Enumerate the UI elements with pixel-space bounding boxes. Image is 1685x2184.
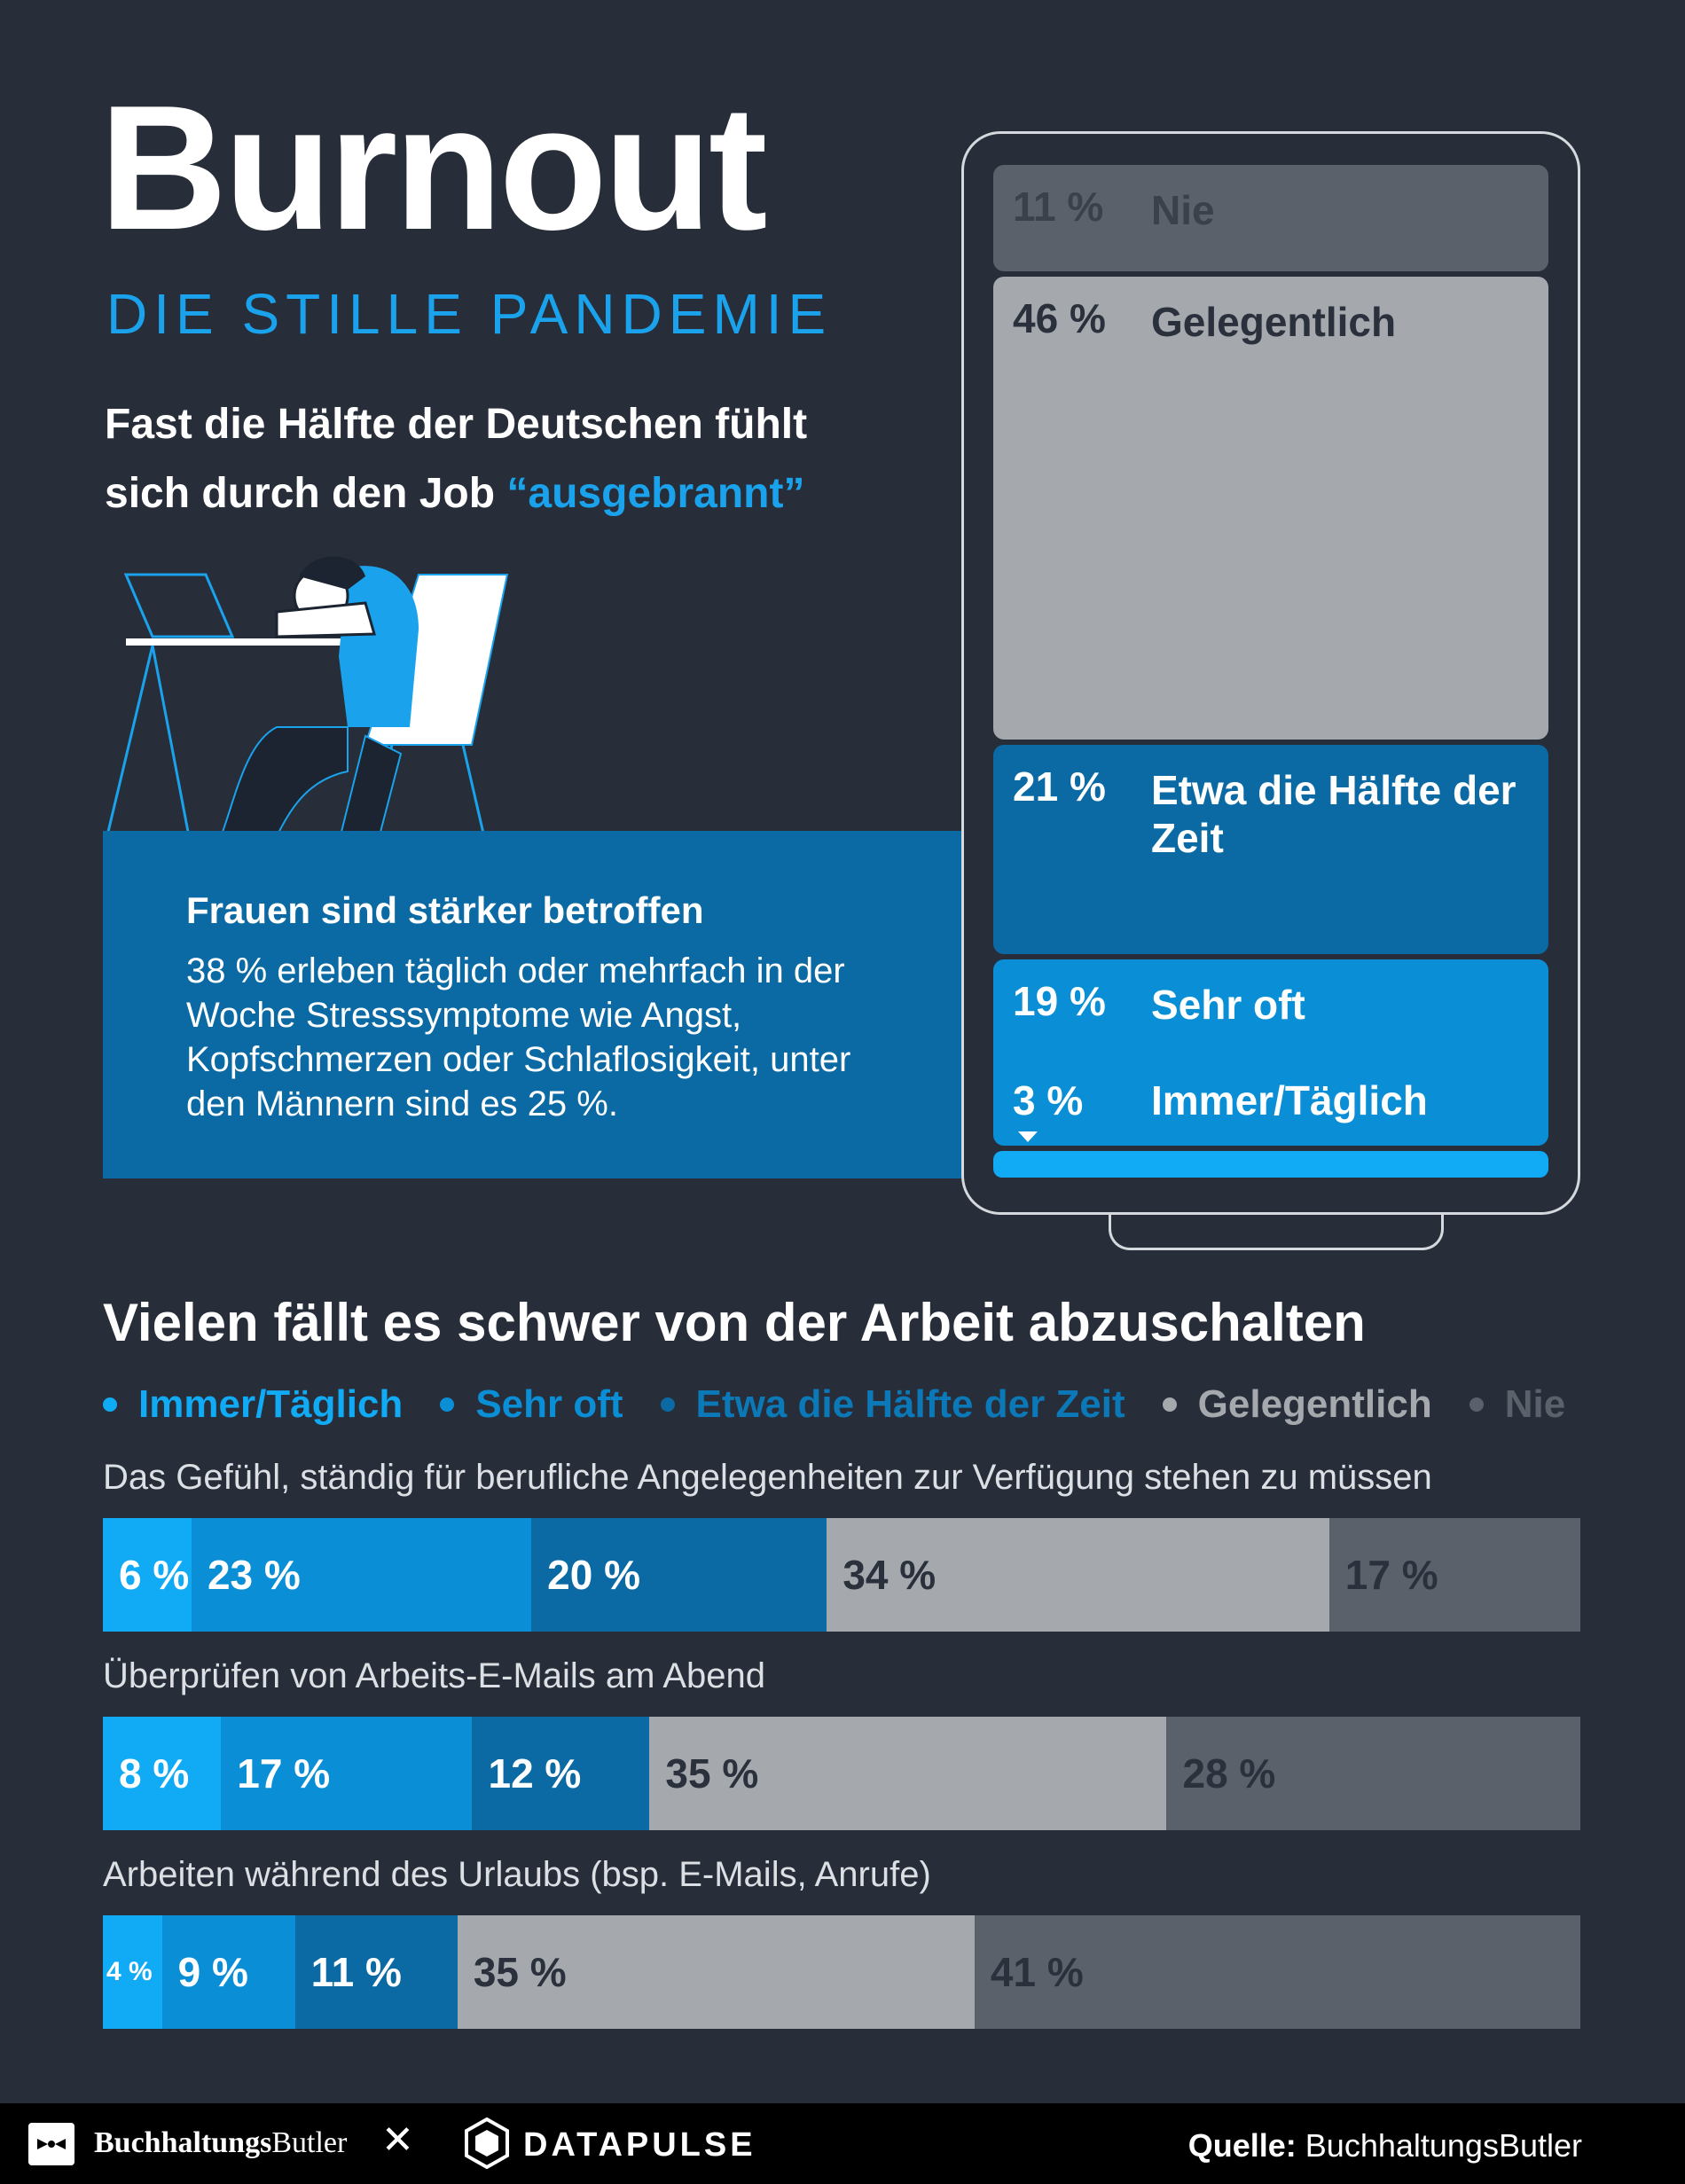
legend-item-nie: Nie	[1469, 1382, 1565, 1427]
page-title: Burnout	[99, 69, 768, 267]
bar-3-label-oft: 9 %	[177, 1949, 248, 1995]
women-info-text: 38 % erleben täglich oder mehrfach in de…	[186, 951, 851, 1123]
phone-bar-haelfte: 21 % Etwa die Hälfte der Zeit	[993, 745, 1548, 954]
phone-bar-haelfte-value: 21 %	[1013, 763, 1106, 810]
phone-bar-immer	[993, 1151, 1548, 1178]
phone-bar-gelegentlich-label: Gelegentlich	[1151, 299, 1397, 345]
bar-2-segment-oft: 17 %	[221, 1717, 473, 1830]
legend-dot-nie	[1469, 1397, 1484, 1412]
burnout-person-illustration	[106, 556, 509, 861]
phone-bar-immer-value: 3 %	[1013, 1077, 1084, 1123]
brand1-rest: Butler	[271, 2126, 348, 2159]
phone-bar-haelfte-label: Etwa die Hälfte der Zeit	[1151, 767, 1516, 861]
question-label-1: Das Gefühl, ständig für berufliche Angel…	[103, 1458, 1432, 1497]
bar-2-segment-nie: 28 %	[1166, 1717, 1580, 1830]
bar-1-segment-gelegentlich: 34 %	[827, 1518, 1329, 1632]
stacked-bar-3: 4 % 9 % 11 % 35 % 41 %	[103, 1915, 1580, 2029]
bar-1-label-nie: 17 %	[1344, 1552, 1438, 1598]
source-label: Quelle:	[1187, 2127, 1297, 2164]
source-value: BuchhaltungsButler	[1296, 2127, 1582, 2164]
question-label-2: Überprüfen von Arbeits-E-Mails am Abend	[103, 1656, 766, 1695]
page-subtitle: DIE STILLE PANDEMIE	[106, 282, 833, 346]
phone-bar-sehr-oft-value: 19 %	[1013, 978, 1106, 1024]
bar-1-label-haelfte: 20 %	[547, 1552, 640, 1598]
legend-dot-immer	[103, 1397, 117, 1412]
stacked-bar-2: 8 % 17 % 12 % 35 % 28 %	[103, 1717, 1580, 1830]
legend-dot-oft	[440, 1397, 455, 1412]
intro-line-2-text: sich durch den Job	[105, 470, 507, 517]
source-credit: Quelle: BuchhaltungsButler	[1188, 2130, 1582, 2162]
bar-1-segment-oft: 23 %	[191, 1518, 532, 1632]
cross-icon: ✕	[381, 2118, 414, 2162]
datapulse-logo-icon	[465, 2117, 509, 2169]
datapulse-brand: DATAPULSE	[523, 2126, 756, 2164]
legend-label-gelegentlich: Gelegentlich	[1197, 1382, 1432, 1426]
bar-2-segment-immer: 8 %	[103, 1717, 222, 1830]
bar-2-label-nie: 28 %	[1182, 1750, 1276, 1797]
bar-1-label-gelegentlich: 34 %	[842, 1552, 937, 1598]
legend-item-gelegentlich: Gelegentlich	[1162, 1382, 1432, 1427]
phone-stand	[1109, 1213, 1444, 1250]
bar-3-label-gelegentlich: 35 %	[473, 1949, 567, 1995]
women-info-box	[103, 831, 961, 1178]
bar-1-label-immer: 6 %	[119, 1552, 190, 1598]
bar-2-label-gelegentlich: 35 %	[665, 1750, 759, 1797]
bar-1-segment-nie: 17 %	[1328, 1518, 1580, 1632]
bar-3-segment-haelfte: 11 %	[294, 1915, 458, 2029]
legend-item-oft: Sehr oft	[440, 1382, 623, 1427]
phone-bar-sehr-oft-label: Sehr oft	[1151, 982, 1305, 1028]
bar-3-label-immer: 4 %	[106, 1957, 153, 1986]
brand1-bold: Buchhaltungs	[94, 2126, 272, 2159]
legend-item-haelfte: Etwa die Hälfte der Zeit	[660, 1382, 1125, 1427]
stacked-bar-1: 6 % 23 % 20 % 34 % 17 %	[103, 1518, 1580, 1632]
legend-dot-haelfte	[660, 1397, 675, 1412]
bar-3-segment-nie: 41 %	[974, 1915, 1580, 2029]
phone-frame	[961, 131, 1580, 1215]
bar-1-segment-haelfte: 20 %	[531, 1518, 827, 1632]
legend-item-immer: Immer/Täglich	[103, 1382, 403, 1427]
bar-3-label-haelfte: 11 %	[310, 1949, 402, 1995]
intro-line-1: Fast die Hälfte der Deutschen fühlt	[105, 401, 808, 448]
legend-label-immer: Immer/Täglich	[138, 1382, 404, 1426]
caret-down-icon	[1018, 1131, 1038, 1142]
legend-label-nie: Nie	[1504, 1382, 1566, 1426]
question-label-3: Arbeiten während des Urlaubs (bsp. E-Mai…	[103, 1855, 931, 1894]
laptop-icon	[123, 573, 235, 638]
bar-1-label-oft: 23 %	[207, 1552, 301, 1598]
bar-2-label-immer: 8 %	[119, 1750, 190, 1797]
legend-label-haelfte: Etwa die Hälfte der Zeit	[695, 1382, 1125, 1426]
phone-bar-sehr-oft: 19 % Sehr oft 3 % Immer/Täglich	[993, 959, 1548, 1146]
bar-3-label-nie: 41 %	[990, 1949, 1084, 1995]
phone-bar-nie: 11 % Nie	[993, 165, 1548, 271]
intro-line-2: sich durch den Job “ausgebrannt”	[105, 459, 903, 528]
person-body	[339, 566, 419, 727]
footer-bar	[0, 2103, 1685, 2184]
section-title-abschalten: Vielen fällt es schwer von der Arbeit ab…	[103, 1293, 1366, 1352]
bar-3-segment-gelegentlich: 35 %	[457, 1915, 975, 2029]
bar-2-segment-gelegentlich: 35 %	[649, 1717, 1167, 1830]
phone-bar-gelegentlich: 46 % Gelegentlich	[993, 277, 1548, 740]
buchhaltungsbutler-logo-icon	[28, 2123, 74, 2165]
phone-bar-nie-value: 11 %	[1013, 184, 1104, 230]
intro-headline: Fast die Hälfte der Deutschen fühlt sich…	[105, 390, 903, 528]
women-info-title: Frauen sind stärker betroffen	[186, 889, 704, 931]
legend-label-oft: Sehr oft	[475, 1382, 623, 1426]
buchhaltungsbutler-brand: BuchhaltungsButler	[94, 2128, 347, 2158]
phone-bar-immer-label: Immer/Täglich	[1151, 1077, 1428, 1123]
bar-2-segment-haelfte: 12 %	[472, 1717, 650, 1830]
phone-bar-gelegentlich-value: 46 %	[1013, 295, 1106, 341]
legend-dot-gelegentlich	[1162, 1397, 1177, 1412]
intro-highlight: “ausgebrannt”	[506, 470, 805, 517]
bar-1-segment-immer: 6 %	[103, 1518, 192, 1632]
desk-icon	[126, 638, 463, 646]
bar-2-label-oft: 17 %	[237, 1750, 331, 1797]
bar-3-segment-oft: 9 %	[161, 1915, 295, 2029]
chart-legend: Immer/Täglich Sehr oft Etwa die Hälfte d…	[103, 1380, 1603, 1429]
bar-2-label-haelfte: 12 %	[488, 1750, 582, 1797]
phone-bar-nie-label: Nie	[1151, 187, 1215, 233]
bar-3-segment-immer: 4 %	[103, 1915, 162, 2029]
